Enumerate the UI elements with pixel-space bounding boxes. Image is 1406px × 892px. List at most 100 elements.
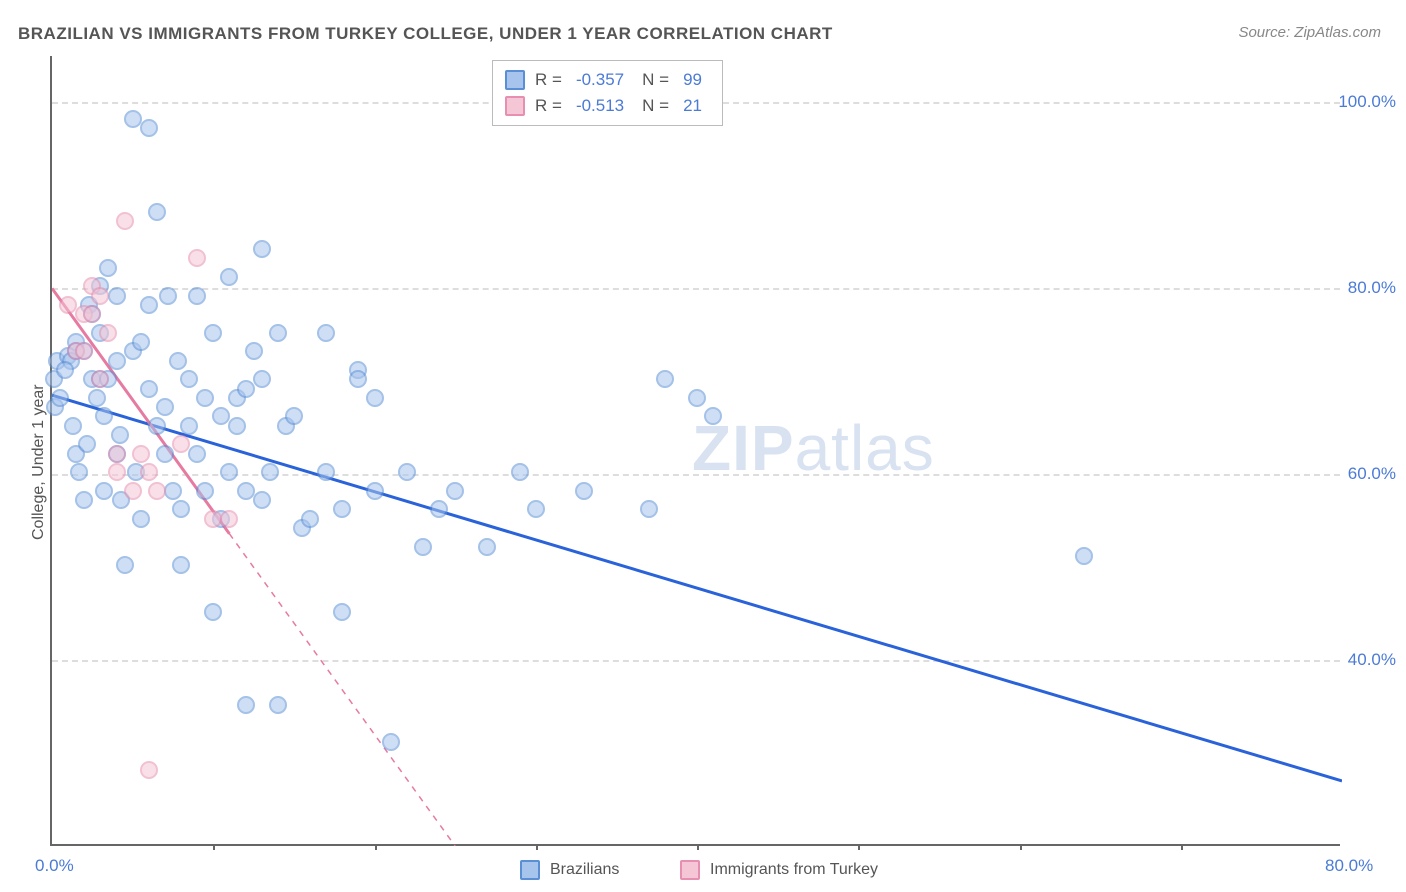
x-minor-tick xyxy=(858,844,860,850)
point-brazilians xyxy=(108,352,126,370)
point-brazilians xyxy=(132,333,150,351)
point-brazilians xyxy=(108,287,126,305)
point-brazilians xyxy=(430,500,448,518)
gridline xyxy=(52,660,1340,662)
point-brazilians xyxy=(366,482,384,500)
point-brazilians xyxy=(156,445,174,463)
r-value-brazilians: -0.357 xyxy=(576,70,624,90)
point-brazilians xyxy=(132,510,150,528)
point-turkey xyxy=(83,305,101,323)
point-brazilians xyxy=(64,417,82,435)
point-brazilians xyxy=(172,500,190,518)
x-minor-tick xyxy=(375,844,377,850)
point-turkey xyxy=(108,445,126,463)
point-brazilians xyxy=(188,287,206,305)
point-brazilians xyxy=(164,482,182,500)
point-brazilians xyxy=(75,491,93,509)
chart-area: ZIPatlas R = -0.357 N = 99 R = -0.513 N … xyxy=(50,56,1340,846)
point-brazilians xyxy=(212,407,230,425)
gridline xyxy=(52,474,1340,476)
point-brazilians xyxy=(382,733,400,751)
point-brazilians xyxy=(269,696,287,714)
x-minor-tick xyxy=(536,844,538,850)
point-brazilians xyxy=(148,203,166,221)
point-brazilians xyxy=(99,259,117,277)
point-turkey xyxy=(188,249,206,267)
x-minor-tick xyxy=(1020,844,1022,850)
point-brazilians xyxy=(285,407,303,425)
chart-title: BRAZILIAN VS IMMIGRANTS FROM TURKEY COLL… xyxy=(18,24,833,44)
n-value-turkey: 21 xyxy=(683,96,702,116)
r-label: R = xyxy=(535,96,562,116)
point-turkey xyxy=(132,445,150,463)
point-brazilians xyxy=(269,324,287,342)
point-brazilians xyxy=(253,370,271,388)
point-brazilians xyxy=(414,538,432,556)
y-tick-label: 60.0% xyxy=(1348,464,1396,484)
point-brazilians xyxy=(56,361,74,379)
point-turkey xyxy=(148,482,166,500)
point-brazilians xyxy=(95,482,113,500)
point-brazilians xyxy=(220,268,238,286)
point-brazilians xyxy=(116,556,134,574)
point-brazilians xyxy=(70,463,88,481)
point-brazilians xyxy=(688,389,706,407)
point-turkey xyxy=(172,435,190,453)
r-label: R = xyxy=(535,70,562,90)
point-brazilians xyxy=(253,491,271,509)
bottom-legend-brazilians: Brazilians xyxy=(520,860,619,880)
point-brazilians xyxy=(169,352,187,370)
legend-label-brazilians: Brazilians xyxy=(550,861,619,879)
point-brazilians xyxy=(196,482,214,500)
y-tick-label: 80.0% xyxy=(1348,278,1396,298)
stats-row-turkey: R = -0.513 N = 21 xyxy=(505,93,710,119)
point-brazilians xyxy=(140,296,158,314)
x-minor-tick xyxy=(213,844,215,850)
trend-lines xyxy=(52,56,1342,846)
swatch-turkey xyxy=(505,96,525,116)
point-brazilians xyxy=(333,500,351,518)
point-brazilians xyxy=(317,324,335,342)
y-axis-label: College, Under 1 year xyxy=(30,384,48,540)
point-brazilians xyxy=(204,324,222,342)
r-value-turkey: -0.513 xyxy=(576,96,624,116)
n-value-brazilians: 99 xyxy=(683,70,702,90)
point-brazilians xyxy=(349,370,367,388)
point-brazilians xyxy=(188,445,206,463)
point-brazilians xyxy=(245,342,263,360)
point-brazilians xyxy=(228,417,246,435)
stats-row-brazilians: R = -0.357 N = 99 xyxy=(505,67,710,93)
point-turkey xyxy=(75,342,93,360)
point-brazilians xyxy=(527,500,545,518)
point-brazilians xyxy=(196,389,214,407)
point-turkey xyxy=(116,212,134,230)
n-label: N = xyxy=(642,96,669,116)
point-brazilians xyxy=(446,482,464,500)
x-minor-tick xyxy=(697,844,699,850)
point-brazilians xyxy=(180,370,198,388)
swatch-turkey-icon xyxy=(680,860,700,880)
point-brazilians xyxy=(301,510,319,528)
x-tick-label: 0.0% xyxy=(35,856,74,876)
point-brazilians xyxy=(704,407,722,425)
point-brazilians xyxy=(140,119,158,137)
bottom-legend-turkey: Immigrants from Turkey xyxy=(680,860,878,880)
point-brazilians xyxy=(111,426,129,444)
point-brazilians xyxy=(237,482,255,500)
watermark-atlas: atlas xyxy=(795,412,935,484)
point-brazilians xyxy=(140,380,158,398)
point-brazilians xyxy=(159,287,177,305)
point-brazilians xyxy=(78,435,96,453)
swatch-brazilians-icon xyxy=(520,860,540,880)
y-tick-label: 40.0% xyxy=(1348,650,1396,670)
point-brazilians xyxy=(640,500,658,518)
point-brazilians xyxy=(366,389,384,407)
point-turkey xyxy=(91,370,109,388)
legend-label-turkey: Immigrants from Turkey xyxy=(710,861,878,879)
point-brazilians xyxy=(156,398,174,416)
gridline xyxy=(52,288,1340,290)
point-brazilians xyxy=(398,463,416,481)
point-brazilians xyxy=(237,696,255,714)
stats-legend: R = -0.357 N = 99 R = -0.513 N = 21 xyxy=(492,60,723,126)
point-turkey xyxy=(124,482,142,500)
